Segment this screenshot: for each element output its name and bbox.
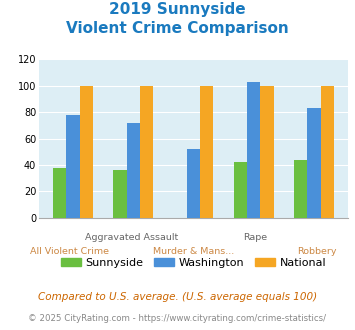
Bar [321,86,334,218]
Text: Rape: Rape [243,233,267,242]
Bar [234,162,247,218]
Bar [187,149,200,218]
Text: Robbery: Robbery [297,247,337,255]
Bar [113,170,127,218]
Bar [127,123,140,218]
Bar [307,108,321,218]
Bar [140,86,153,218]
Text: Compared to U.S. average. (U.S. average equals 100): Compared to U.S. average. (U.S. average … [38,292,317,302]
Text: © 2025 CityRating.com - https://www.cityrating.com/crime-statistics/: © 2025 CityRating.com - https://www.city… [28,314,327,323]
Bar [200,86,213,218]
Bar [66,115,80,218]
Text: Aggravated Assault: Aggravated Assault [85,233,178,242]
Bar [53,168,66,218]
Text: Violent Crime Comparison: Violent Crime Comparison [66,21,289,36]
Legend: Sunnyside, Washington, National: Sunnyside, Washington, National [56,253,331,273]
Text: 2019 Sunnyside: 2019 Sunnyside [109,2,246,16]
Bar [247,82,260,218]
Text: Murder & Mans...: Murder & Mans... [153,247,234,255]
Bar [80,86,93,218]
Bar [260,86,274,218]
Bar [294,160,307,218]
Text: All Violent Crime: All Violent Crime [31,247,109,255]
